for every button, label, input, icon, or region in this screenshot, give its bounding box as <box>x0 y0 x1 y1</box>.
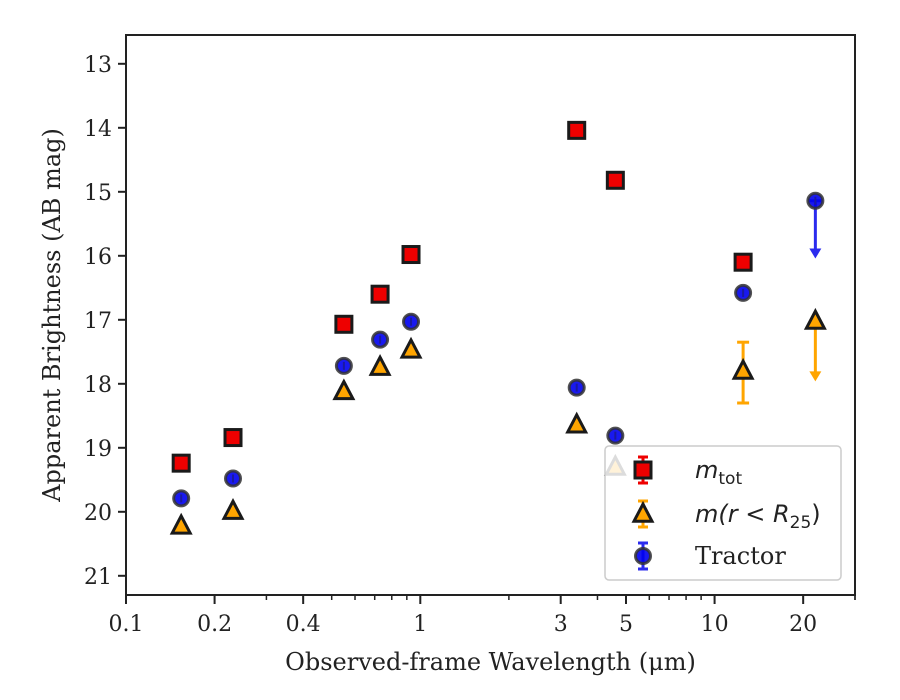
x-tick-label: 10 <box>701 612 729 637</box>
data-point-mr25 <box>803 307 827 330</box>
y-tick-label: 20 <box>84 501 112 526</box>
legend-marker-tractor <box>634 547 652 565</box>
legend-label: Tractor <box>695 542 786 570</box>
data-point-mtot <box>733 252 753 272</box>
y-axis-label: Apparent Brightness (AB mag) <box>38 128 66 503</box>
x-tick-label: 1 <box>413 612 427 637</box>
data-point-mr25 <box>169 512 193 535</box>
x-axis-label: Observed-frame Wavelength (μm) <box>285 648 696 676</box>
x-tick-label: 0.1 <box>109 612 144 637</box>
legend-entry-tractor: Tractor <box>634 541 786 571</box>
legend: mtot m(r < R25) Tractor <box>604 445 842 581</box>
legend-marker-mtot <box>633 460 653 480</box>
upper-limit-arrowhead <box>809 248 822 259</box>
y-tick-label: 15 <box>84 181 112 206</box>
y-tick-label: 16 <box>84 245 112 270</box>
y-tick-label: 18 <box>84 373 112 398</box>
data-point-mr25 <box>332 378 356 401</box>
series-mtot <box>171 120 753 473</box>
x-tick-label: 0.2 <box>197 612 232 637</box>
x-tick-label: 0.4 <box>286 612 321 637</box>
data-point-mtot <box>223 428 243 448</box>
data-point-mr25 <box>565 411 589 434</box>
data-point-mtot <box>567 120 587 140</box>
legend-entry-mtot: mtot <box>633 455 742 489</box>
legend-label: m(r < R25) <box>695 500 821 533</box>
data-point-mtot <box>401 245 421 265</box>
legend-box <box>604 445 842 581</box>
data-point-mr25 <box>368 354 392 376</box>
y-tick-label: 21 <box>84 565 112 590</box>
legend-entry-mr25: m(r < R25) <box>631 499 821 533</box>
data-point-mr25 <box>731 357 755 380</box>
y-tick-label: 14 <box>84 117 112 142</box>
x-tick-label: 5 <box>619 612 633 637</box>
y-tick-label: 13 <box>84 53 112 78</box>
data-point-mr25 <box>221 498 245 520</box>
plot-frame <box>125 34 856 596</box>
data-point-mr25 <box>399 336 423 359</box>
legend-marker-mr25 <box>631 500 655 523</box>
series-tractor <box>172 191 825 508</box>
data-point-mtot <box>334 314 354 334</box>
x-tick-label: 20 <box>789 612 817 637</box>
upper-limit-arrowhead <box>809 371 822 382</box>
x-tick-label: 3 <box>554 612 568 637</box>
data-point-mtot <box>370 284 390 304</box>
legend-label: mtot <box>695 456 742 489</box>
y-tick-label: 17 <box>84 309 112 334</box>
y-tick-label: 19 <box>84 437 112 462</box>
data-point-mtot <box>171 453 191 473</box>
data-point-mtot <box>605 170 625 190</box>
